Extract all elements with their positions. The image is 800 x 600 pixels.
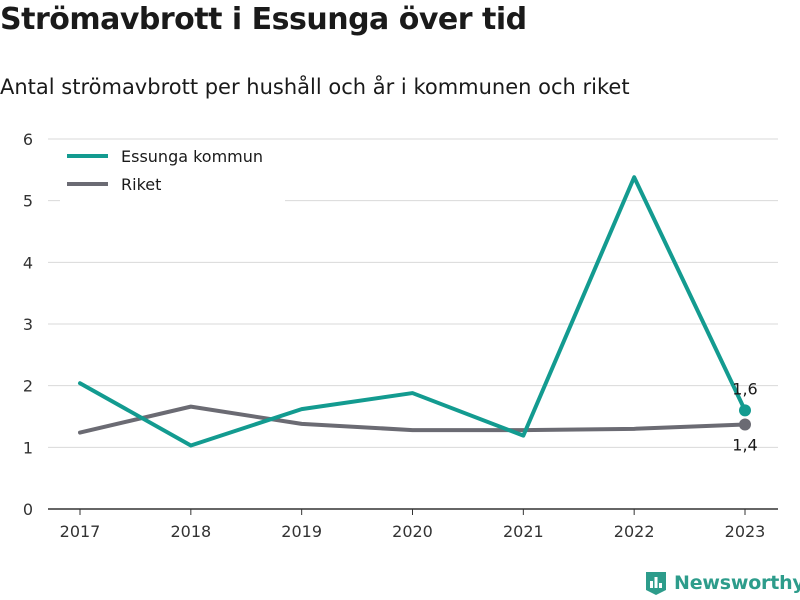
x-tick-label: 2021 xyxy=(503,522,544,541)
y-tick-label: 5 xyxy=(23,192,33,211)
y-tick-label: 3 xyxy=(23,315,33,334)
x-tick-label: 2022 xyxy=(614,522,655,541)
x-axis-ticks: 2017 2018 2019 2020 2021 2022 2023 xyxy=(60,509,766,541)
x-tick-label: 2020 xyxy=(392,522,433,541)
chart-title: Strömavbrott i Essunga över tid xyxy=(0,2,527,37)
legend-label-riket: Riket xyxy=(121,175,161,194)
y-tick-label: 4 xyxy=(23,253,33,272)
y-tick-label: 6 xyxy=(23,130,33,149)
series-line-essunga xyxy=(78,175,747,448)
x-tick-label: 2018 xyxy=(170,522,211,541)
y-tick-label: 2 xyxy=(23,377,33,396)
end-label-riket: 1,4 xyxy=(732,436,757,455)
y-tick-label: 0 xyxy=(23,500,33,519)
bar-chart-icon xyxy=(646,572,666,595)
series-lines xyxy=(78,175,751,448)
legend: Essunga kommun Riket xyxy=(60,140,285,202)
end-label-essunga: 1,6 xyxy=(732,379,757,398)
y-axis-ticks: 0 1 2 3 4 5 6 xyxy=(23,130,33,519)
x-tick-label: 2019 xyxy=(281,522,322,541)
end-point-essunga xyxy=(739,404,751,417)
series-line-riket xyxy=(78,404,747,435)
brand-name: Newsworthy xyxy=(674,572,800,594)
end-point-riket xyxy=(739,418,751,431)
x-tick-label: 2017 xyxy=(60,522,101,541)
chart-subtitle: Antal strömavbrott per hushåll och år i … xyxy=(0,75,630,99)
legend-label-essunga: Essunga kommun xyxy=(121,147,263,166)
legend-background xyxy=(60,140,285,202)
newsworthy-logo: Newsworthy xyxy=(644,570,800,596)
x-tick-label: 2023 xyxy=(725,522,766,541)
y-tick-label: 1 xyxy=(23,438,33,457)
